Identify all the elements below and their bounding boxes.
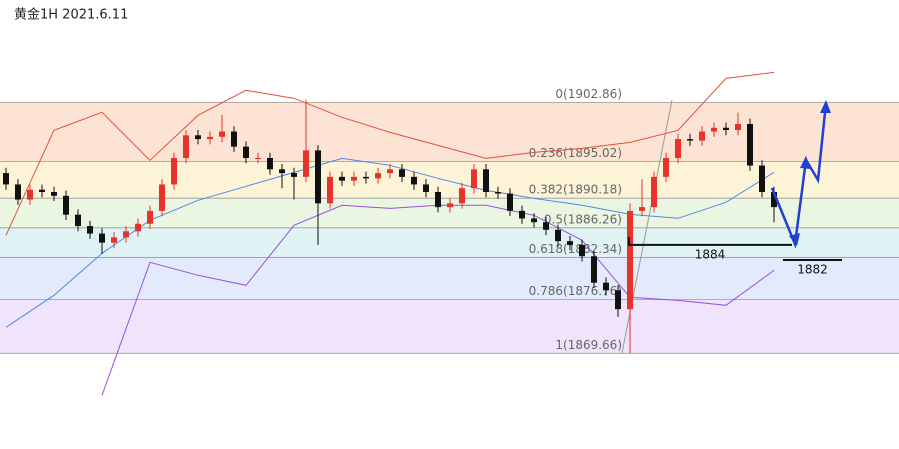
candle-body <box>567 241 573 245</box>
candle-body <box>687 139 693 141</box>
candle-body <box>579 244 585 257</box>
candle-body <box>363 176 369 179</box>
candle-body <box>507 193 513 211</box>
candle-body <box>651 176 657 208</box>
candle-body <box>675 139 681 158</box>
level-label: 1884 <box>695 247 726 261</box>
candle-body <box>267 157 273 170</box>
candle-body <box>303 150 309 177</box>
candle-body <box>771 191 777 208</box>
candle-body <box>603 282 609 291</box>
fib-bands: 0(1902.86) 0.236(1895.02) 0.382(1890.18) 0.… <box>0 87 899 354</box>
candle-body <box>219 131 225 137</box>
fib-label: 1(1869.66) <box>555 338 622 352</box>
fib-label: 0.5(1886.26) <box>544 212 622 226</box>
candle-body <box>627 210 633 310</box>
candle-body <box>423 184 429 192</box>
candle-body <box>27 189 33 200</box>
candle-body <box>447 203 453 208</box>
candle-body <box>339 176 345 181</box>
candle-body <box>495 191 501 194</box>
candle-body <box>195 135 201 140</box>
fib-band <box>0 227 899 258</box>
candle-body <box>591 256 597 283</box>
candle-body <box>735 123 741 131</box>
candle-body <box>231 131 237 147</box>
candle-body <box>51 191 57 196</box>
chart-title: 黄金1H 2021.6.11 <box>14 7 128 23</box>
candle-body <box>399 169 405 177</box>
arrow-head <box>820 100 831 113</box>
candle-body <box>459 188 465 204</box>
candle-body <box>279 169 285 174</box>
candle-body <box>615 290 621 310</box>
fib-band <box>0 257 899 300</box>
plot: 1884 1882 <box>3 71 842 396</box>
candle-body <box>315 150 321 204</box>
candle-body <box>375 173 381 179</box>
candle-body <box>639 207 645 211</box>
candle-body <box>63 195 69 215</box>
band-line <box>5 71 775 236</box>
candle-body <box>135 223 141 232</box>
arrow-head <box>800 156 811 169</box>
fib-label: 0(1902.86) <box>555 87 622 101</box>
candle-body <box>531 218 537 223</box>
candle-body <box>15 184 21 200</box>
fib-band <box>0 299 899 354</box>
candle-body <box>243 146 249 158</box>
fib-band <box>0 102 899 162</box>
fib-label: 0.236(1895.02) <box>529 146 622 160</box>
candle-body <box>39 189 45 192</box>
candle-body <box>411 176 417 185</box>
fib-label: 0.786(1876.76) <box>529 284 622 298</box>
candle-body <box>519 210 525 219</box>
fib-label: 0.382(1890.18) <box>529 183 622 197</box>
candle-body <box>435 191 441 208</box>
candle-body <box>555 229 561 242</box>
candle-body <box>387 169 393 174</box>
fib-label: 0.618(1882.34) <box>529 242 622 256</box>
candle-body <box>207 136 213 140</box>
candle-body <box>171 157 177 185</box>
candle-body <box>111 237 117 243</box>
candle-body <box>291 173 297 177</box>
candle-body <box>663 157 669 177</box>
candle-body <box>255 157 261 159</box>
candle-body <box>351 176 357 181</box>
candle-body <box>327 176 333 204</box>
candle-body <box>87 226 93 234</box>
candle-body <box>123 231 129 238</box>
candle-body <box>99 233 105 243</box>
candle-body <box>747 123 753 166</box>
candle-body <box>147 210 153 224</box>
arrow-head <box>789 233 800 246</box>
fib-band <box>0 161 899 199</box>
candle-body <box>3 173 9 185</box>
candle-body <box>759 165 765 192</box>
candle-body <box>183 135 189 158</box>
candle-body <box>723 127 729 131</box>
level-label: 1882 <box>797 263 828 277</box>
candle-body <box>699 131 705 141</box>
candle-body <box>483 169 489 192</box>
candle-body <box>75 214 81 227</box>
candle-body <box>711 127 717 132</box>
candle-body <box>471 169 477 189</box>
candle-body <box>159 184 165 211</box>
candle-body <box>543 222 549 230</box>
